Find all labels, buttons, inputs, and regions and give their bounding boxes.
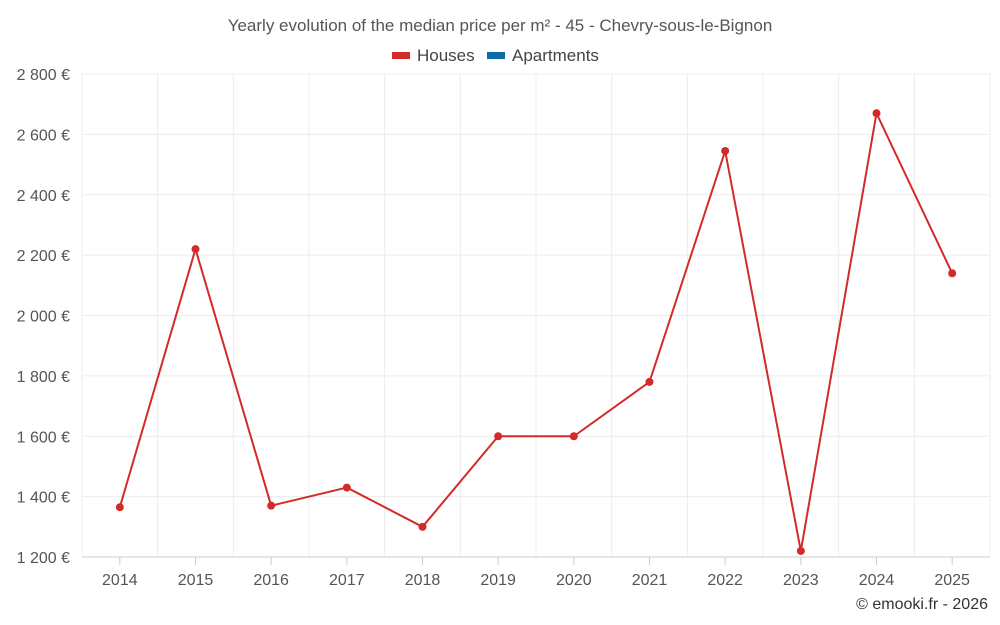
series-line xyxy=(118,112,954,552)
y-tick-label: 2 200 € xyxy=(17,248,70,265)
y-tick-label: 1 800 € xyxy=(17,369,70,386)
x-tick-label: 2021 xyxy=(632,572,668,589)
data-point[interactable] xyxy=(569,432,578,441)
data-point[interactable] xyxy=(342,483,351,492)
x-tick-label: 2023 xyxy=(783,572,819,589)
y-tick-label: 2 800 € xyxy=(17,67,70,84)
series-houses xyxy=(115,109,957,555)
x-tick-label: 2020 xyxy=(556,572,592,589)
data-point[interactable] xyxy=(872,109,881,118)
credit-text: © emooki.fr - 2026 xyxy=(856,596,988,613)
y-axis: 1 200 € 1 400 € 1 600 € 1 800 € 2 000 € 2 200… xyxy=(17,67,70,567)
chart-title: Yearly evolution of the median price per… xyxy=(228,16,773,35)
y-tick-label: 2 400 € xyxy=(17,188,70,205)
data-point[interactable] xyxy=(645,377,654,386)
y-tick-label: 1 200 € xyxy=(17,550,70,567)
x-axis: 2014 2015 2016 2017 2018 2019 2020 2021 2022 2023… xyxy=(82,556,990,589)
x-tick-label: 2015 xyxy=(178,572,214,589)
legend-label-houses[interactable]: Houses xyxy=(417,46,475,65)
legend-swatch-houses xyxy=(392,52,410,59)
legend-label-apartments[interactable]: Apartments xyxy=(512,46,599,65)
x-tick-label: 2025 xyxy=(934,572,970,589)
data-point[interactable] xyxy=(494,432,503,441)
y-tick-label: 2 600 € xyxy=(17,127,70,144)
legend-swatch-apartments xyxy=(487,52,505,59)
grid xyxy=(81,73,991,557)
x-tick-label: 2016 xyxy=(253,572,289,589)
data-point[interactable] xyxy=(115,503,124,512)
data-point[interactable] xyxy=(948,269,957,278)
x-tick-label: 2018 xyxy=(405,572,441,589)
data-point[interactable] xyxy=(191,245,200,254)
data-point[interactable] xyxy=(418,522,427,531)
y-tick-label: 1 600 € xyxy=(17,429,70,446)
x-tick-label: 2017 xyxy=(329,572,365,589)
x-tick-label: 2014 xyxy=(102,572,138,589)
y-tick-label: 2 000 € xyxy=(17,309,70,326)
data-point[interactable] xyxy=(267,501,276,510)
y-tick-label: 1 400 € xyxy=(17,490,70,507)
x-tick-label: 2024 xyxy=(859,572,895,589)
legend: Houses Apartments xyxy=(392,46,599,65)
data-point[interactable] xyxy=(721,146,730,155)
x-tick-label: 2019 xyxy=(480,572,516,589)
data-point[interactable] xyxy=(796,546,805,555)
x-tick-label: 2022 xyxy=(707,572,743,589)
